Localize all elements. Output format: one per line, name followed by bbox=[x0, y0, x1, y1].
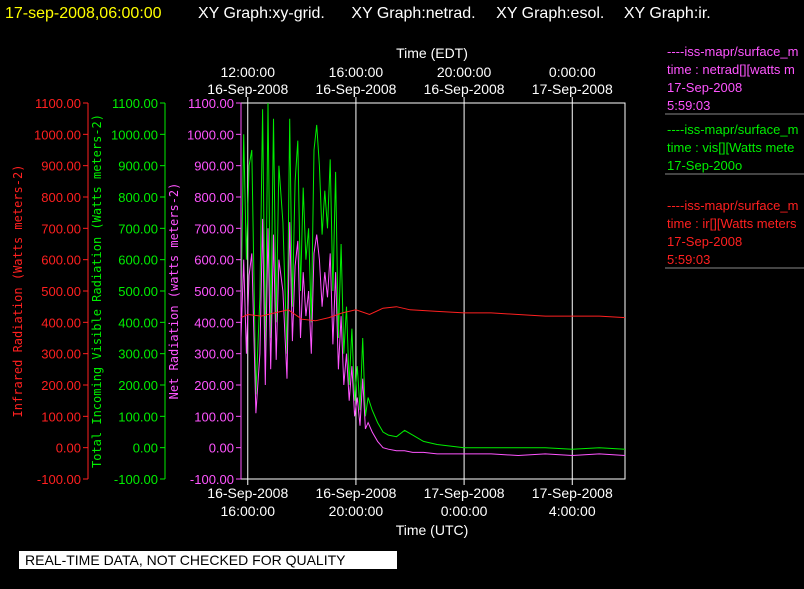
y-tick-label-netrad: 0.00 bbox=[209, 441, 234, 456]
quality-notice: REAL-TIME DATA, NOT CHECKED FOR QUALITY bbox=[19, 551, 397, 569]
y-tick-label-ir: 900.00 bbox=[41, 159, 81, 174]
y-tick-label-ir: 300.00 bbox=[41, 347, 81, 362]
top-tick-time: 12:00:00 bbox=[221, 64, 276, 80]
y-tick-label-vis: 300.00 bbox=[118, 347, 158, 362]
y-tick-label-vis: 1100.00 bbox=[112, 96, 158, 111]
y-tick-label-ir: 600.00 bbox=[41, 253, 81, 268]
series-line-netrad bbox=[240, 218, 626, 457]
legend-line: time : netrad[][watts m bbox=[667, 62, 795, 77]
top-tick-date: 16-Sep-2008 bbox=[424, 81, 505, 97]
y-tick-label-vis: 500.00 bbox=[118, 284, 158, 299]
series-layer bbox=[240, 102, 626, 457]
y-axis-title-vis: Total Incoming Visible Radiation (Watts … bbox=[90, 114, 104, 468]
legend-line: time : ir[][Watts meters bbox=[667, 216, 797, 231]
legend-line: ----iss-mapr/surface_m bbox=[667, 198, 798, 213]
y-tick-label-netrad: 900.00 bbox=[194, 159, 234, 174]
y-tick-label-netrad: 1000.00 bbox=[187, 127, 234, 142]
y-tick-label-ir: 0.00 bbox=[56, 441, 81, 456]
series-line-ir bbox=[240, 306, 626, 322]
bottom-tick-date: 16-Sep-2008 bbox=[207, 485, 288, 501]
y-tick-label-vis: 600.00 bbox=[118, 253, 158, 268]
top-tick-date: 17-Sep-2008 bbox=[532, 81, 613, 97]
legend-line: 17-Sep-2008 bbox=[667, 80, 742, 95]
legend-line: time : vis[][Watts mete bbox=[667, 140, 794, 155]
y-tick-label-netrad: 400.00 bbox=[194, 315, 234, 330]
legend-line: 17-Sep-2008 bbox=[667, 234, 742, 249]
y-tick-label-netrad: 500.00 bbox=[194, 284, 234, 299]
bottom-tick-time: 20:00:00 bbox=[329, 503, 384, 519]
bottom-tick-time: 4:00:00 bbox=[549, 503, 596, 519]
y-tick-label-netrad: 700.00 bbox=[194, 221, 234, 236]
top-tick-time: 20:00:00 bbox=[437, 64, 492, 80]
top-tick-time: 0:00:00 bbox=[549, 64, 596, 80]
legend-line: 5:59:03 bbox=[667, 252, 710, 267]
bottom-tick-date: 17-Sep-2008 bbox=[424, 485, 505, 501]
y-tick-label-vis: 700.00 bbox=[118, 221, 158, 236]
y-tick-label-ir: 400.00 bbox=[41, 315, 81, 330]
y-tick-label-ir: 1000.00 bbox=[34, 127, 81, 142]
y-tick-label-ir: 700.00 bbox=[41, 221, 81, 236]
y-axis-title-netrad: Net Radiation (watts meters-2) bbox=[167, 183, 181, 400]
y-tick-label-ir: 1100.00 bbox=[35, 96, 81, 111]
graph-title: XY Graph:xy-grid. bbox=[198, 5, 325, 22]
timestamp: 17-sep-2008,06:00:00 bbox=[5, 5, 162, 22]
legend-line: 17-Sep-200o bbox=[667, 158, 742, 173]
y-axes: -100.00 0.00 100.00 200.00 300.00 400.00 500.0… bbox=[11, 96, 242, 487]
y-tick-label-netrad: 600.00 bbox=[194, 253, 234, 268]
bottom-tick-time: 16:00:00 bbox=[221, 503, 276, 519]
y-tick-label-netrad: 1100.00 bbox=[188, 96, 234, 111]
series-line-vis bbox=[240, 102, 626, 450]
y-tick-label-vis: 200.00 bbox=[118, 378, 158, 393]
y-tick-label-ir: 200.00 bbox=[41, 378, 81, 393]
top-tick-date: 16-Sep-2008 bbox=[207, 81, 288, 97]
y-tick-label-ir: 500.00 bbox=[41, 284, 81, 299]
graph-title: XY Graph:esol. bbox=[496, 5, 604, 22]
y-tick-label-ir: 800.00 bbox=[41, 190, 81, 205]
y-tick-label-netrad: -100.00 bbox=[190, 472, 234, 487]
graph-title: XY Graph:ir. bbox=[624, 5, 711, 22]
y-tick-label-vis: 100.00 bbox=[118, 409, 158, 424]
legend-line: 5:59:03 bbox=[667, 98, 710, 113]
y-tick-label-ir: -100.00 bbox=[37, 472, 81, 487]
y-tick-label-vis: 800.00 bbox=[118, 190, 158, 205]
top-axis-title: Time (EDT) bbox=[396, 45, 468, 61]
legend-line: ----iss-mapr/surface_m bbox=[667, 122, 798, 137]
y-tick-label-vis: -100.00 bbox=[114, 472, 158, 487]
top-tick-date: 16-Sep-2008 bbox=[315, 81, 396, 97]
legend-line: ----iss-mapr/surface_m bbox=[667, 44, 798, 59]
y-tick-label-vis: 1000.00 bbox=[111, 127, 158, 142]
graph-title: XY Graph:netrad. bbox=[351, 5, 475, 22]
grid bbox=[247, 103, 573, 479]
y-tick-label-vis: 400.00 bbox=[118, 315, 158, 330]
y-axis-title-ir: Infrared Radiation (Watts meters-2) bbox=[11, 165, 25, 418]
bottom-tick-date: 16-Sep-2008 bbox=[315, 485, 396, 501]
graph-titles: XY Graph:xy-grid. XY Graph:netrad. XY Grap… bbox=[198, 5, 711, 22]
y-tick-label-vis: 900.00 bbox=[118, 159, 158, 174]
bottom-axis-title: Time (UTC) bbox=[396, 522, 469, 538]
y-tick-label-netrad: 800.00 bbox=[194, 190, 234, 205]
y-tick-label-netrad: 200.00 bbox=[194, 378, 234, 393]
x-axes: Time (EDT)12:00:0016-Sep-200816:00:0016-… bbox=[207, 45, 613, 538]
y-tick-label-netrad: 100.00 bbox=[194, 409, 234, 424]
y-tick-label-vis: 0.00 bbox=[133, 441, 158, 456]
y-tick-label-netrad: 300.00 bbox=[194, 347, 234, 362]
bottom-tick-time: 0:00:00 bbox=[441, 503, 488, 519]
bottom-tick-date: 17-Sep-2008 bbox=[532, 485, 613, 501]
top-tick-time: 16:00:00 bbox=[329, 64, 384, 80]
y-tick-label-ir: 100.00 bbox=[41, 409, 81, 424]
